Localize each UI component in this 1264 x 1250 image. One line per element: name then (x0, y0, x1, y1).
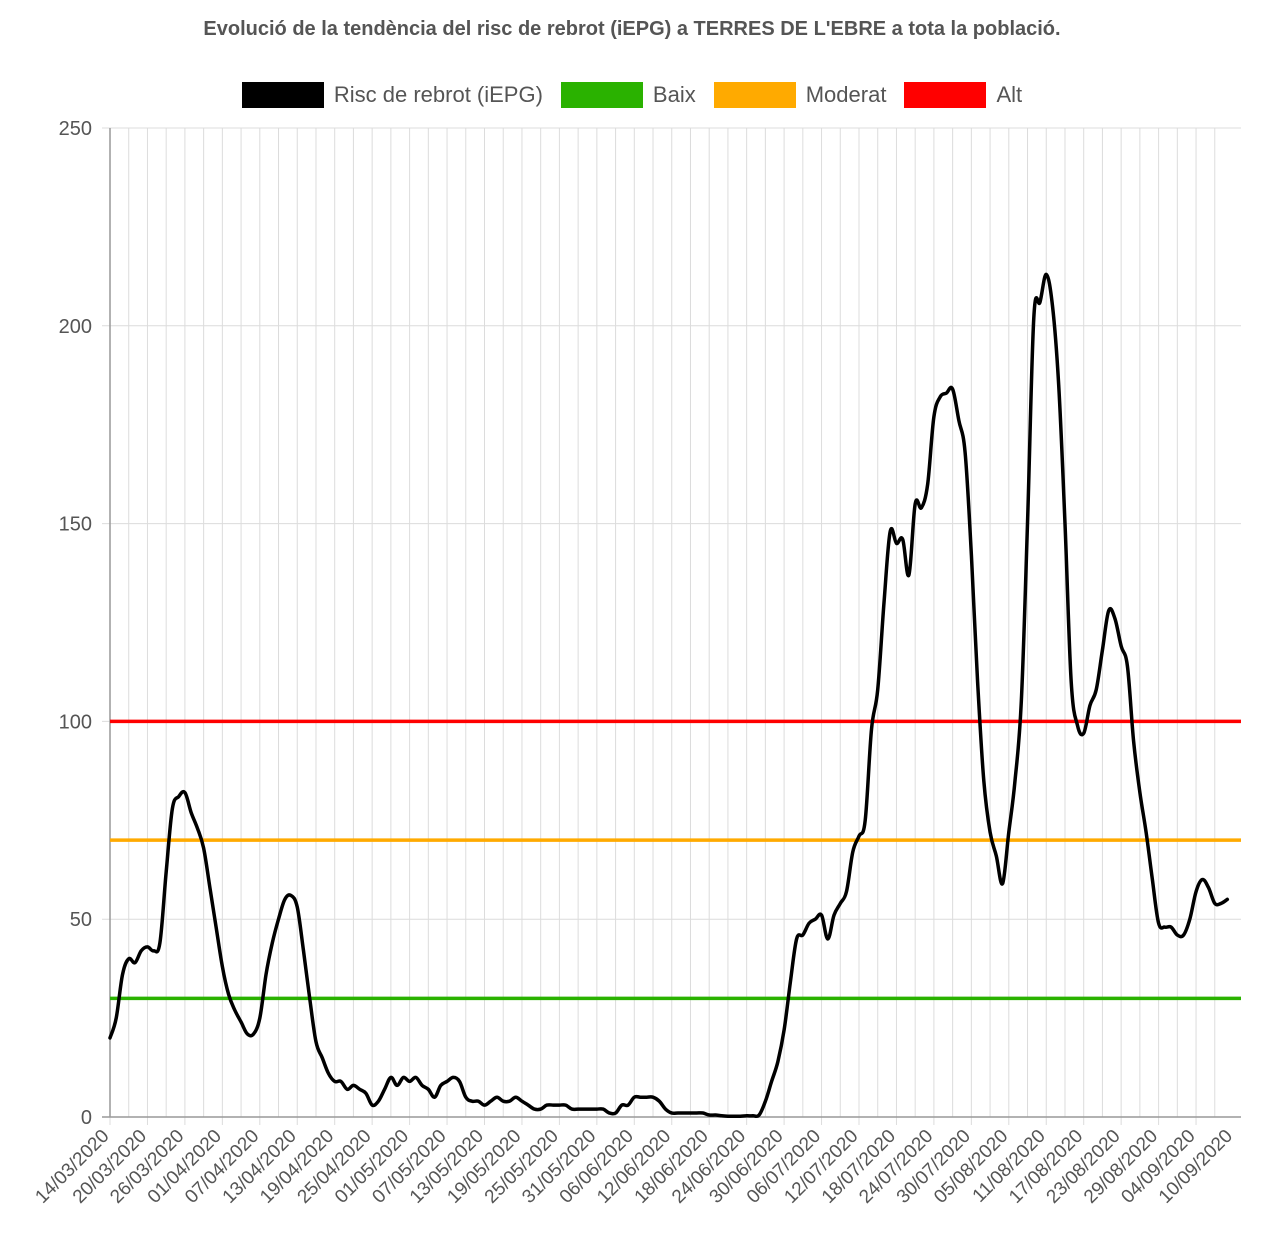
legend-label-alt: Alt (996, 82, 1023, 107)
threshold-lines (110, 719, 1241, 1001)
legend-swatch-moderat (713, 82, 796, 108)
legend-swatch-risc (241, 82, 324, 108)
legend-item-risc[interactable]: Risc de rebrot (iEPG) (241, 82, 543, 108)
x-tick-labels: 14/03/202020/03/202026/03/202001/04/2020… (31, 1126, 1237, 1208)
series-line-risc (108, 272, 1230, 1119)
y-tick-label: 100 (59, 711, 92, 733)
legend-item-alt[interactable]: Alt (904, 82, 1022, 108)
x-gridlines (109, 128, 1216, 1125)
y-tick-labels: 0 50 100 150 200 250 (59, 118, 92, 1129)
y-tick-label: 150 (59, 514, 92, 536)
legend-item-moderat[interactable]: Moderat (713, 82, 887, 108)
legend-swatch-baix (560, 82, 643, 108)
chart-title: Evolució de la tendència del risc de reb… (203, 18, 1061, 40)
legend-label-moderat: Moderat (805, 82, 887, 107)
axes (102, 128, 1241, 1118)
y-tick-label: 250 (59, 118, 92, 140)
y-tick-label: 200 (59, 316, 92, 338)
y-tick-label: 0 (81, 1107, 92, 1129)
legend-swatch-alt (904, 82, 987, 108)
legend-label-risc: Risc de rebrot (iEPG) (333, 82, 543, 107)
y-tick-label: 50 (70, 909, 92, 931)
series-lines (108, 272, 1230, 1119)
chart-legend: Risc de rebrot (iEPG) Baix Moderat Alt (0, 82, 1264, 108)
legend-item-baix[interactable]: Baix (560, 82, 696, 108)
legend-label-baix: Baix (652, 82, 696, 107)
